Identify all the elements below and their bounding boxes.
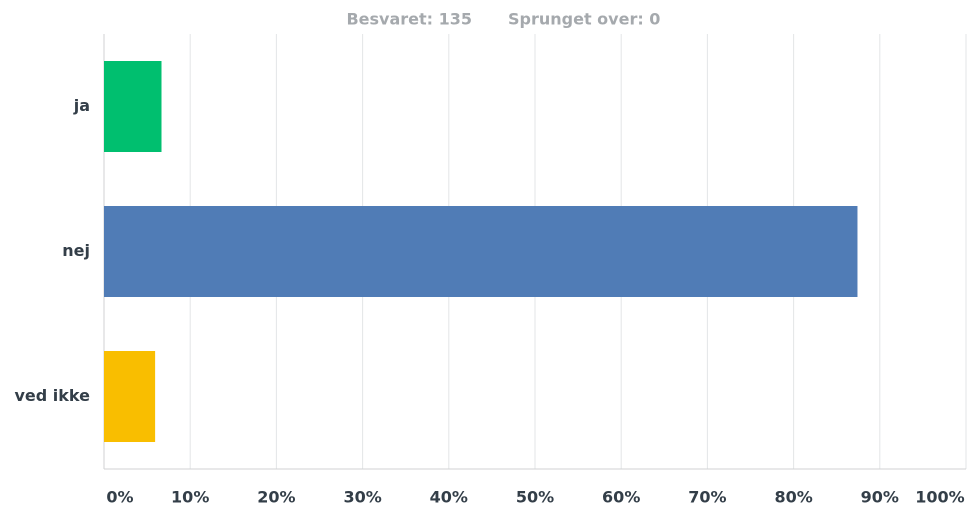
bar — [104, 206, 858, 297]
answered: Besvaret: 135 — [346, 10, 472, 29]
x-tick-label: 60% — [602, 488, 640, 507]
x-tick-label: 90% — [861, 488, 899, 507]
skipped: Sprunget over: 0 — [508, 10, 660, 29]
y-tick-label: ved ikke — [15, 386, 91, 405]
x-tick-label: 20% — [257, 488, 295, 507]
x-tick-label: 30% — [343, 488, 381, 507]
x-tick-label: 50% — [516, 488, 554, 507]
x-tick-label: 80% — [774, 488, 812, 507]
bar — [104, 351, 156, 442]
x-tick-label: 70% — [688, 488, 726, 507]
y-tick-label: nej — [62, 241, 90, 260]
bar — [104, 61, 162, 152]
x-tick-label: 0% — [106, 488, 133, 507]
y-tick-label: ja — [73, 96, 90, 115]
x-tick-label: 10% — [171, 488, 209, 507]
x-tick-label: 100% — [915, 488, 964, 507]
x-tick-label: 40% — [430, 488, 468, 507]
